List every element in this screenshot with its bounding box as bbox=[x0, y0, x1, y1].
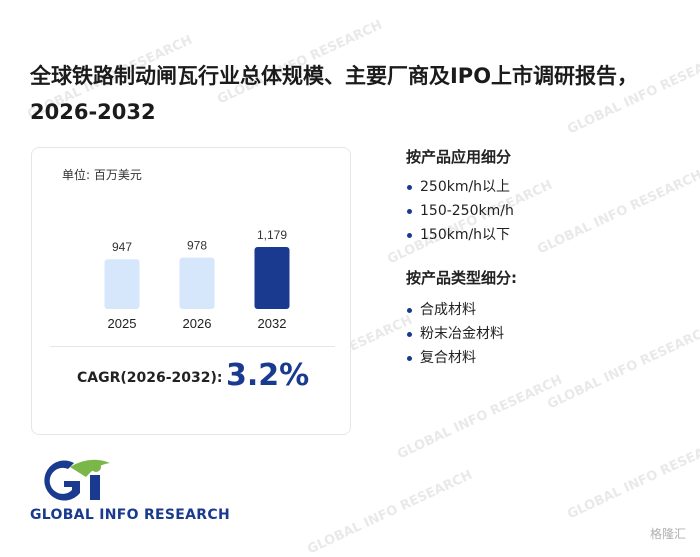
gi-logo-icon bbox=[44, 459, 110, 501]
list-item: 150-250km/h bbox=[406, 199, 514, 223]
bar-2032 bbox=[254, 247, 290, 309]
list-item: 250km/h以上 bbox=[406, 175, 514, 199]
tick-label: 2025 bbox=[108, 316, 137, 331]
section-title: 按产品应用细分 bbox=[406, 148, 512, 166]
data-label: 947 bbox=[112, 240, 132, 254]
cagr-value: 3.2% bbox=[226, 358, 310, 393]
list-item: 复合材料 bbox=[406, 346, 517, 370]
segment-list: 250km/h以上 150-250km/h 150km/h以下 bbox=[406, 175, 514, 247]
tick-label: 2032 bbox=[258, 316, 287, 331]
watermark: GLOBAL INFO RESEARCH bbox=[565, 432, 700, 523]
data-label: 978 bbox=[187, 239, 207, 253]
company-logo: GLOBAL INFO RESEARCH bbox=[30, 455, 230, 525]
corner-watermark: 格隆汇 bbox=[649, 527, 686, 541]
tick-label: 2026 bbox=[183, 316, 212, 331]
bar-2025 bbox=[104, 259, 140, 309]
watermark: GLOBAL INFO RESEARCH bbox=[305, 467, 475, 557]
bar-chart: 947 2025 978 2026 1,179 2032 bbox=[104, 228, 290, 331]
bar-2026 bbox=[179, 257, 215, 309]
list-item: 合成材料 bbox=[406, 298, 517, 322]
type-segment: 按产品类型细分: 合成材料 粉末冶金材料 复合材料 bbox=[406, 267, 517, 370]
application-segment: 按产品应用细分 250km/h以上 150-250km/h 150km/h以下 bbox=[406, 146, 514, 247]
data-label: 1,179 bbox=[257, 228, 287, 242]
list-item: 150km/h以下 bbox=[406, 223, 514, 247]
market-size-card: 单位: 百万美元 947 2025 978 2026 1,179 2032 CAGR(20… bbox=[31, 147, 351, 435]
cagr-label: CAGR(2026-2032): bbox=[77, 370, 223, 386]
watermark: GLOBAL INFO RESEARCH bbox=[545, 322, 700, 413]
chart-unit-label: 单位: 百万美元 bbox=[62, 168, 142, 182]
segment-list: 合成材料 粉末冶金材料 复合材料 bbox=[406, 298, 517, 370]
divider bbox=[50, 346, 335, 347]
watermark: GLOBAL INFO RESEARCH bbox=[535, 167, 700, 258]
list-item: 粉末冶金材料 bbox=[406, 322, 517, 346]
watermark: GLOBAL INFO RESEARCH bbox=[395, 372, 565, 463]
logo-text: GLOBAL INFO RESEARCH bbox=[30, 507, 230, 523]
page-title: 全球铁路制动闸瓦行业总体规模、主要厂商及IPO上市调研报告，2026-2032 bbox=[30, 64, 639, 124]
section-title: 按产品类型细分: bbox=[406, 269, 517, 287]
